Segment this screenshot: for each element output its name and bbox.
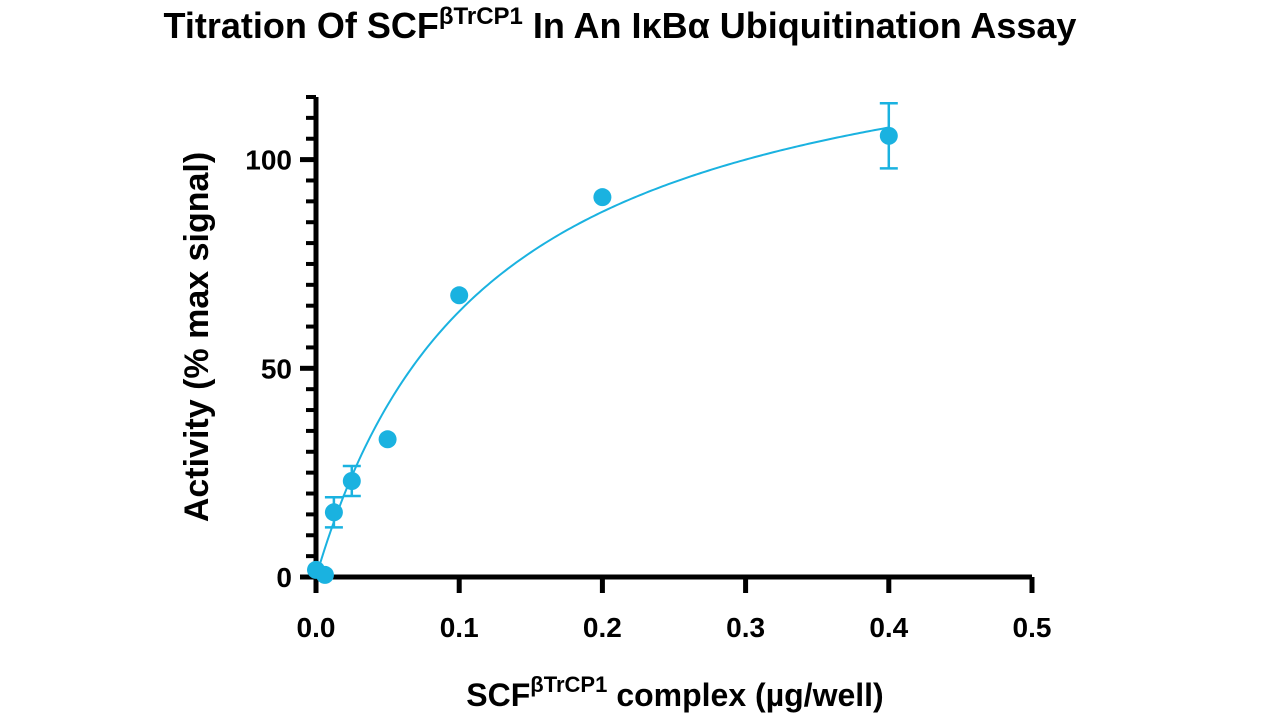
y-tick-label: 0 <box>276 562 292 593</box>
x-tick-label: 0.0 <box>297 612 336 643</box>
data-point <box>450 286 469 305</box>
title-superscript: βTrCP1 <box>439 3 523 30</box>
y-tick-label: 100 <box>245 145 292 176</box>
chart-title: Titration Of SCFβTrCP1 In An IκBα Ubiquit… <box>164 3 1077 46</box>
fit-curve <box>315 126 889 578</box>
data-point <box>378 430 397 449</box>
xlabel-superscript: βTrCP1 <box>530 672 607 697</box>
x-tick-label: 0.5 <box>1013 612 1052 643</box>
xlabel-text: SCF <box>466 677 530 713</box>
y-axis-label: Activity (% max signal) <box>178 152 216 522</box>
x-tick-label: 0.1 <box>440 612 479 643</box>
x-tick-label: 0.2 <box>583 612 622 643</box>
data-point <box>324 503 343 522</box>
data-point <box>315 565 334 584</box>
y-tick-label: 50 <box>261 353 292 384</box>
data-point <box>342 472 361 490</box>
x-tick-label: 0.4 <box>869 612 908 643</box>
x-tick-label: 0.3 <box>726 612 765 643</box>
title-rest: In An IκBα Ubiquitination Assay <box>533 5 1077 46</box>
xlabel-rest: complex (µg/well) <box>616 677 883 713</box>
x-axis-label: SCFβTrCP1 complex (µg/well) <box>466 672 883 713</box>
data-point <box>879 126 898 145</box>
title-text: Titration Of SCF <box>164 5 439 46</box>
data-point <box>593 188 612 207</box>
